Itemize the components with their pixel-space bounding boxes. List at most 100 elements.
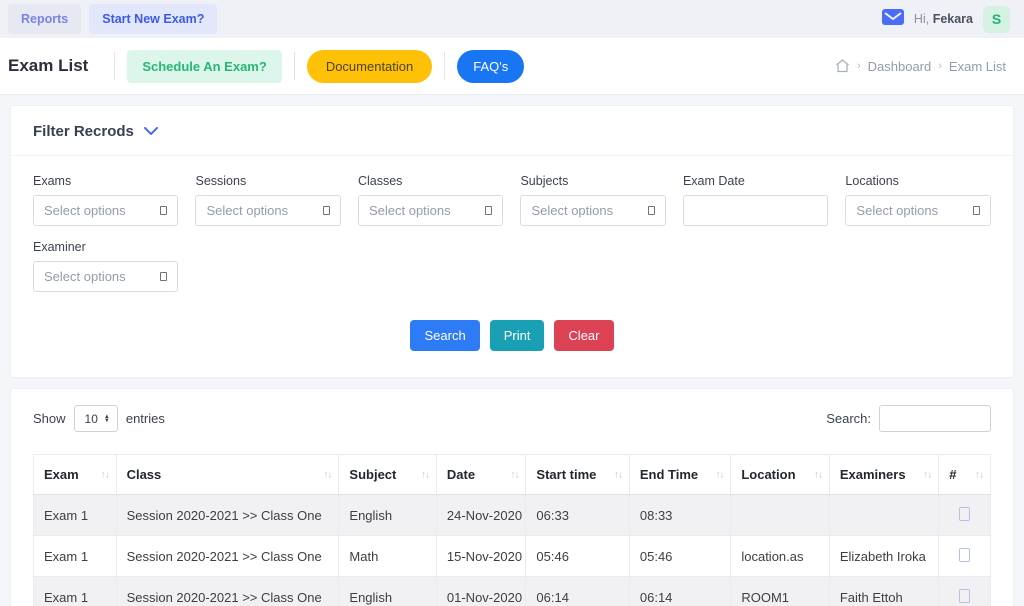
cell-subject: English <box>338 494 437 536</box>
sort-icon: ↑↓ <box>510 469 519 480</box>
page-header-left: Exam List Schedule An Exam? Documentatio… <box>6 49 525 83</box>
page-size-select[interactable]: 10 ▲ ▼ <box>73 405 118 432</box>
column-header-[interactable]: # ↑↓ <box>938 454 991 495</box>
cell-end: 08:33 <box>628 494 732 536</box>
page-title: Exam List <box>8 56 89 75</box>
chevron-down-icon[interactable] <box>143 127 158 136</box>
column-label: Class <box>126 467 162 482</box>
sort-icon: ↑↓ <box>813 469 823 480</box>
show-label: Show <box>33 411 66 426</box>
locations-select[interactable]: Select options <box>845 195 991 226</box>
filter-field-sessions: Sessions Select options <box>195 174 341 226</box>
classes-select[interactable]: Select options <box>357 195 504 226</box>
mail-icon[interactable] <box>881 8 904 30</box>
column-header-class[interactable]: Class ↑↓ <box>115 454 340 495</box>
filter-field-label: Sessions <box>195 174 247 188</box>
column-label: Examiners <box>839 467 906 482</box>
cell-date: 01-Nov-2020 <box>435 576 527 606</box>
print-button[interactable]: Print <box>489 320 545 351</box>
select-placeholder: Select options <box>206 203 289 218</box>
filter-field-subjects: Subjects Select options <box>520 174 666 226</box>
topbar: Reports Start New Exam? Hi, Fekara S <box>0 0 1024 38</box>
table-controls: Show 10 ▲ ▼ entries Search: <box>33 405 991 432</box>
cell-subject: Math <box>338 535 437 577</box>
clear-button[interactable]: Clear <box>554 320 614 351</box>
column-header-examiners[interactable]: Examiners ↑↓ <box>828 454 940 495</box>
examiner-select[interactable]: Select options <box>33 261 179 292</box>
select-placeholder: Select options <box>856 203 939 218</box>
exam-date-input[interactable] <box>682 195 829 226</box>
subjects-select[interactable]: Select options <box>520 195 666 226</box>
documentation-button[interactable]: Documentation <box>306 49 433 83</box>
select-placeholder: Select options <box>44 269 126 284</box>
filter-field-exams: Exams Select options <box>33 174 179 226</box>
column-header-exam[interactable]: Exam ↑↓ <box>33 454 117 495</box>
column-label: Exam <box>44 467 79 482</box>
column-header-end-time[interactable]: End Time ↑↓ <box>628 454 732 495</box>
filter-field-exam-date: Exam Date <box>682 174 829 226</box>
column-label: # <box>949 467 957 482</box>
reports-button[interactable]: Reports <box>8 4 82 34</box>
dropdown-box-icon <box>647 206 655 215</box>
filter-header[interactable]: Filter Recrods <box>11 106 1013 156</box>
column-label: Subject <box>349 467 397 482</box>
filter-field-classes: Classes Select options <box>357 174 504 226</box>
cell-actions <box>938 576 991 606</box>
exam-table: Exam ↑↓ Class ↑↓ Subject ↑↓ Date ↑↓ Start time ↑↓… <box>33 454 991 606</box>
filter-field-examiner: Examiner Select options <box>33 240 179 292</box>
divider <box>293 52 295 80</box>
filter-buttons: Search Print Clear <box>33 320 991 351</box>
cell-examiners <box>828 494 940 536</box>
table-row: Exam 1 Session 2020-2021 >> Class One Engl… <box>33 494 991 536</box>
updown-arrows-icon: ▲ ▼ <box>103 413 110 424</box>
faqs-button[interactable]: FAQ's <box>457 49 525 83</box>
table-search-input[interactable] <box>879 405 991 432</box>
filter-fields: Exams Select options Sessions Select option… <box>33 174 991 292</box>
filter-field-label: Examiner <box>33 240 86 254</box>
filter-title: Filter Recrods <box>33 123 134 140</box>
cell-examiners: Elizabeth Iroka <box>828 535 940 577</box>
column-label: Location <box>741 467 796 482</box>
cell-class: Session 2020-2021 >> Class One <box>115 535 340 577</box>
start-new-exam-button[interactable]: Start New Exam? <box>89 4 218 34</box>
filter-field-label: Exam Date <box>682 174 745 188</box>
entries-label: entries <box>125 411 165 426</box>
username: Fekara <box>932 12 973 26</box>
search-button[interactable]: Search <box>410 320 480 351</box>
column-header-location[interactable]: Location ↑↓ <box>730 454 830 495</box>
cell-actions <box>938 494 991 536</box>
cell-location <box>730 494 830 536</box>
cell-location: ROOM1 <box>730 576 830 606</box>
table-search: Search: <box>826 405 991 432</box>
filter-field-locations: Locations Select options <box>845 174 991 226</box>
home-icon[interactable] <box>835 59 850 73</box>
exams-select[interactable]: Select options <box>33 195 179 226</box>
cell-subject: English <box>338 576 437 606</box>
cell-start: 05:46 <box>525 535 630 577</box>
sort-icon: ↑↓ <box>323 469 332 480</box>
column-header-start-time[interactable]: Start time ↑↓ <box>525 454 630 495</box>
avatar[interactable]: S <box>983 5 1010 33</box>
topbar-left: Reports Start New Exam? <box>8 4 218 34</box>
divider <box>114 52 116 80</box>
schedule-exam-button[interactable]: Schedule An Exam? <box>127 49 282 83</box>
filter-field-label: Exams <box>33 174 72 188</box>
sessions-select[interactable]: Select options <box>195 195 341 226</box>
row-action-icon[interactable] <box>959 547 971 562</box>
dropdown-box-icon <box>972 206 980 215</box>
divider <box>444 52 446 80</box>
sort-icon: ↑↓ <box>975 469 984 480</box>
row-action-icon[interactable] <box>959 588 971 603</box>
table-card: Show 10 ▲ ▼ entries Search: Exam ↑↓ Class ↑↓… <box>10 388 1014 606</box>
column-header-date[interactable]: Date ↑↓ <box>435 454 527 495</box>
sort-icon: ↑↓ <box>100 469 110 480</box>
filter-card: Filter Recrods Exams Select options Sessio… <box>10 105 1014 378</box>
cell-start: 06:14 <box>525 576 630 606</box>
row-action-icon[interactable] <box>959 506 971 521</box>
page-size-value: 10 <box>84 411 98 426</box>
breadcrumb-dashboard[interactable]: Dashboard <box>867 58 932 74</box>
column-header-subject[interactable]: Subject ↑↓ <box>338 454 437 495</box>
filter-field-label: Locations <box>845 174 899 188</box>
topbar-right: Hi, Fekara S <box>881 5 1010 33</box>
page-header: Exam List Schedule An Exam? Documentatio… <box>0 38 1024 95</box>
